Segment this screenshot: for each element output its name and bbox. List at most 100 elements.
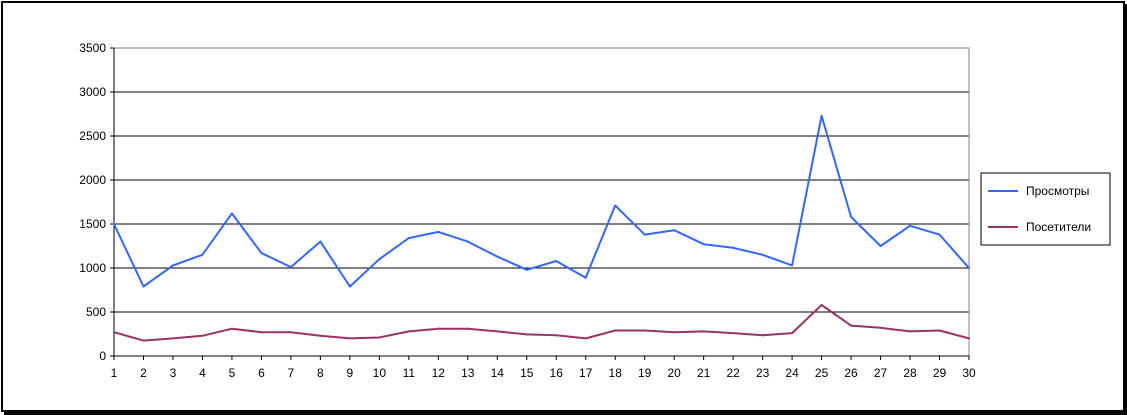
data-point	[555, 334, 558, 337]
data-point	[614, 329, 617, 332]
y-axis-ticks: 0 500 1000 1500 2000 2500 3000 3500	[79, 41, 114, 363]
x-tick-label: 29	[933, 366, 947, 380]
x-axis-ticks: 1 2 3 4 5 6 7 8 9 10 11 12 13 14 15 16 17 18 19 20 21 22 23 24 2…	[111, 356, 976, 380]
x-tick-label: 2	[140, 366, 147, 380]
data-point	[260, 331, 263, 334]
data-point	[909, 224, 912, 227]
data-point	[319, 240, 322, 243]
data-point	[968, 267, 970, 269]
data-point	[820, 114, 823, 117]
data-point	[614, 204, 617, 207]
y-tick-label: 0	[99, 349, 106, 363]
legend-box	[980, 172, 1111, 246]
data-point	[643, 329, 646, 332]
data-point	[496, 255, 499, 258]
x-tick-label: 17	[579, 366, 593, 380]
data-point	[584, 276, 587, 279]
data-point	[732, 332, 735, 335]
x-tick-label: 28	[903, 366, 917, 380]
x-tick-label: 12	[432, 366, 446, 380]
x-tick-label: 11	[403, 366, 416, 380]
data-point	[909, 330, 912, 333]
data-point	[142, 339, 145, 342]
data-point	[289, 331, 292, 334]
data-point	[171, 337, 174, 340]
x-tick-label: 5	[229, 366, 236, 380]
data-point	[407, 237, 410, 240]
y-tick-label: 2500	[79, 129, 106, 143]
x-tick-label: 9	[347, 366, 354, 380]
data-point	[702, 330, 705, 333]
data-point	[319, 334, 322, 337]
data-point	[850, 324, 853, 327]
y-tick-label: 500	[86, 305, 106, 319]
data-point	[466, 327, 469, 330]
y-tick-label: 1000	[79, 261, 106, 275]
x-tick-label: 14	[491, 366, 505, 380]
data-point	[466, 240, 469, 243]
x-tick-label: 30	[962, 366, 976, 380]
data-point	[525, 268, 528, 271]
y-tick-label: 3500	[79, 41, 106, 55]
data-point	[643, 233, 646, 236]
x-tick-label: 19	[638, 366, 652, 380]
axes	[113, 48, 969, 357]
data-point	[142, 285, 145, 288]
data-point	[171, 264, 174, 267]
data-point	[702, 243, 705, 246]
data-point	[879, 245, 882, 247]
data-point	[496, 330, 499, 333]
plot-area	[113, 47, 970, 357]
data-point	[378, 258, 381, 261]
data-point	[879, 326, 882, 329]
data-point	[673, 331, 676, 334]
y-tick-label: 1500	[79, 217, 106, 231]
data-point	[761, 253, 764, 256]
x-tick-label: 13	[461, 366, 475, 380]
data-point	[525, 333, 528, 336]
x-tick-label: 23	[756, 366, 770, 380]
legend-label-prosmotry: Просмотры	[1026, 184, 1089, 198]
x-tick-label: 25	[815, 366, 829, 380]
y-tick-label: 3000	[79, 85, 106, 99]
data-point	[584, 337, 587, 340]
x-tick-label: 10	[373, 366, 387, 380]
data-point	[230, 327, 233, 330]
data-point	[555, 259, 558, 262]
x-tick-label: 26	[844, 366, 858, 380]
data-point	[673, 229, 676, 232]
data-point	[437, 230, 440, 233]
data-point	[761, 334, 764, 337]
data-point	[378, 336, 381, 339]
data-point	[113, 331, 115, 334]
legend-label-posetiteli: Посетители	[1026, 220, 1091, 234]
x-tick-label: 4	[199, 366, 206, 380]
data-point	[201, 253, 204, 256]
x-tick-label: 6	[258, 366, 265, 380]
data-point	[732, 246, 735, 249]
series-lines	[113, 114, 970, 342]
data-point	[348, 337, 351, 340]
data-point	[289, 266, 292, 269]
data-point	[938, 329, 941, 332]
data-point	[791, 264, 794, 267]
legend: Просмотры Посетители	[980, 172, 1111, 246]
x-tick-label: 20	[667, 366, 681, 380]
x-tick-label: 24	[785, 366, 799, 380]
data-point	[968, 337, 970, 340]
data-point	[201, 334, 204, 337]
x-tick-label: 8	[317, 366, 324, 380]
data-point	[791, 332, 794, 335]
data-point	[820, 303, 823, 306]
x-tick-label: 7	[288, 366, 295, 380]
data-point	[113, 223, 115, 225]
x-tick-label: 1	[111, 366, 118, 380]
x-tick-label: 3	[170, 366, 177, 380]
series-line-1	[113, 304, 970, 342]
data-point	[850, 215, 853, 218]
x-tick-label: 27	[874, 366, 888, 380]
data-point	[938, 233, 941, 236]
data-point	[230, 212, 233, 215]
x-tick-label: 15	[520, 366, 534, 380]
